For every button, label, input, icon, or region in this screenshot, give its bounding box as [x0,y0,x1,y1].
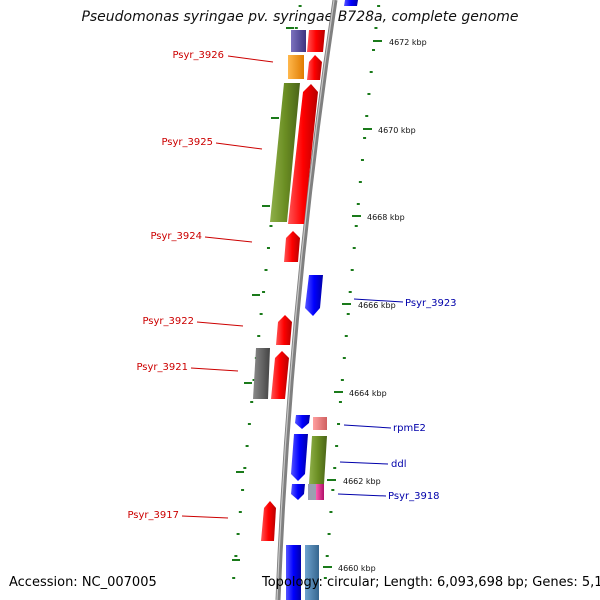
gene-psyr-3917 [261,501,276,541]
scale-label-4670: 4670 kbp [378,126,416,135]
backbone-line [275,0,338,600]
leader-psyr-3922 [196,321,244,327]
gene-blue-3918 [291,484,305,500]
label-rpme2: rpmE2 [393,423,426,434]
leader-ddl [339,461,389,465]
gene-psyr-3925-olive [270,83,300,222]
gene-ddl [309,436,327,484]
gene-psyr-3922 [276,315,292,345]
leader-psyr-3923 [353,298,404,303]
label-psyr-3925: Psyr_3925 [161,137,213,148]
label-psyr-3918: Psyr_3918 [388,491,440,502]
label-psyr-3921: Psyr_3921 [136,362,188,373]
scale-labels: 4672 kbp 4670 kbp 4668 kbp 4666 kbp 4664… [323,38,427,573]
gene-psyr-3923 [305,275,323,316]
gene-blue-small [295,415,310,429]
gene-psyr-3918-magenta [316,484,324,500]
gene-psyr-3926-red [307,55,322,80]
leader-psyr-3925 [215,142,263,150]
gene-psyr-3918-gray [308,484,316,500]
gene-psyr-3926-orange [288,55,304,79]
gene-red-top [307,30,325,52]
gene-rpme2 [313,417,327,430]
gene-psyr-3921-gray [253,348,270,399]
gene-psyr-3925-red [288,84,318,224]
topology-text: Topology: circular; Length: 6,093,698 bp… [262,575,600,590]
scale-label-4668: 4668 kbp [367,213,405,222]
label-psyr-3923: Psyr_3923 [405,298,457,309]
leader-rpme2 [343,424,392,429]
scale-label-4666: 4666 kbp [358,301,396,310]
map-title: Pseudomonas syringae pv. syringae B728a,… [81,9,519,25]
scale-label-4660: 4660 kbp [338,564,376,573]
label-psyr-3922: Psyr_3922 [142,316,194,327]
leader-psyr-3924 [204,236,253,243]
label-psyr-3917: Psyr_3917 [127,510,179,521]
backbone-highlight [276,0,335,600]
gene-bottom-blue [286,545,301,600]
right-gene-labels: Psyr_3923 rpmE2 ddl Psyr_3918 [337,298,457,502]
label-ddl: ddl [391,459,406,470]
accession-text: Accession: NC_007005 [9,575,157,590]
scale-label-4672: 4672 kbp [389,38,427,47]
leader-psyr-3926 [227,55,274,63]
gene-blue-ddl [291,434,308,481]
gene-purple-top [291,30,306,52]
gene-top-blue [344,0,358,6]
leader-psyr-3917 [181,515,229,519]
scale-label-4664: 4664 kbp [349,389,387,398]
gene-bottom-steel [305,545,319,600]
label-psyr-3924: Psyr_3924 [150,231,202,242]
label-psyr-3926: Psyr_3926 [172,50,224,61]
leader-psyr-3921 [190,367,239,372]
scale-label-4662: 4662 kbp [343,477,381,486]
gene-psyr-3921-red [271,351,289,399]
leader-psyr-3918 [337,493,387,497]
gene-psyr-3924 [284,231,300,262]
left-gene-labels: Psyr_3926 Psyr_3925 Psyr_3924 Psyr_3922 … [127,50,274,521]
